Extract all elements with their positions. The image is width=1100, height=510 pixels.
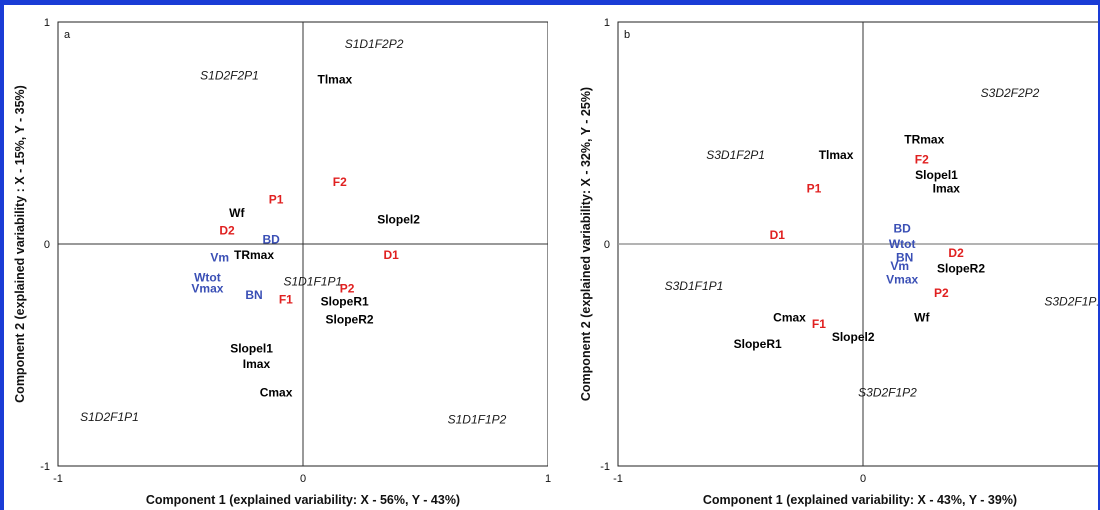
- point-label-sample: S3D1F2P1: [706, 148, 765, 162]
- point-label-sample: S1D1F1P1: [283, 275, 342, 289]
- point-label-factor: P2: [340, 281, 355, 295]
- x-tick-label: -1: [53, 473, 63, 485]
- point-label-response: Wf: [229, 206, 245, 220]
- point-label-predictor: Wtot: [889, 237, 916, 251]
- point-label-response: SlopeR1: [321, 295, 369, 309]
- point-label-factor: P2: [934, 286, 949, 300]
- x-axis-title: Component 1 (explained variability: X - …: [703, 493, 1017, 507]
- point-label-response: TRmax: [234, 248, 274, 262]
- point-label-predictor: Wtot: [194, 270, 221, 284]
- x-tick-label: 0: [300, 473, 306, 485]
- point-label-factor: D1: [770, 228, 786, 242]
- point-label-sample: S3D2F2P2: [981, 86, 1040, 100]
- point-label-response: Cmax: [260, 386, 293, 400]
- y-axis-title: Component 2 (explained variability: X - …: [579, 87, 593, 401]
- y-tick-label: 0: [604, 239, 610, 251]
- point-label-response: Slopel1: [915, 168, 958, 182]
- x-tick-label: 0: [860, 473, 866, 485]
- y-tick-label: 1: [44, 17, 50, 29]
- plot-area: a S1D1F2P2 S1D2F2P1 Tlmax F2 P1 Slopel2 Wf D2 BD D…: [57, 21, 548, 467]
- point-label-factor: P1: [269, 193, 284, 207]
- y-axis-title: Component 2 (explained variability : X -…: [13, 85, 27, 403]
- point-label-predictor: Vm: [210, 250, 229, 264]
- point-label-response: Wf: [914, 310, 930, 324]
- point-label-factor: F2: [915, 153, 929, 167]
- point-label-response: Slopel2: [832, 330, 875, 344]
- point-label-factor: D1: [384, 248, 400, 262]
- x-tick-label: -1: [613, 473, 623, 485]
- point-label-predictor: BN: [245, 288, 262, 302]
- point-label-factor: F1: [279, 293, 293, 307]
- x-axis-title: Component 1 (explained variability: X - …: [146, 493, 460, 507]
- chart-panel-a: a S1D1F2P2 S1D2F2P1 Tlmax F2 P1 Slopel2 Wf D2 BD D…: [13, 17, 551, 507]
- point-label-sample: S3D2F1P1: [1044, 295, 1100, 309]
- point-label-response: Imax: [243, 357, 271, 371]
- point-label-sample: S1D2F1P1: [80, 410, 139, 424]
- point-label-response: Slopel2: [377, 213, 420, 227]
- point-label-factor: D2: [948, 246, 964, 260]
- point-label-sample: S3D2F1P2: [858, 386, 917, 400]
- point-label-predictor: BD: [262, 233, 280, 247]
- point-label-factor: F2: [333, 175, 347, 189]
- point-label-response: SlopeR1: [734, 337, 782, 351]
- y-tick-label: -1: [600, 461, 610, 473]
- point-label-response: SlopeR2: [937, 261, 985, 275]
- panel-label: b: [624, 29, 630, 41]
- y-tick-label: 1: [604, 17, 610, 29]
- point-label-response: Tlmax: [318, 73, 353, 87]
- point-label-predictor: Vmax: [191, 281, 223, 295]
- point-label-response: Tlmax: [819, 148, 854, 162]
- x-tick-label: 1: [545, 473, 551, 485]
- point-label-response: Slopel1: [230, 341, 273, 355]
- point-label-factor: D2: [219, 224, 235, 238]
- point-label-factor: P1: [807, 182, 822, 196]
- point-label-predictor: Vmax: [886, 273, 918, 287]
- point-label-sample: S1D1F1P2: [448, 412, 507, 426]
- point-label-response: Imax: [933, 182, 961, 196]
- point-label-sample: S1D2F2P1: [200, 68, 259, 82]
- point-label-response: TRmax: [904, 133, 944, 147]
- point-label-predictor: BD: [894, 221, 912, 235]
- point-label-sample: S3D1F1P1: [665, 279, 724, 293]
- y-tick-label: 0: [44, 239, 50, 251]
- y-tick-label: -1: [40, 461, 50, 473]
- point-label-factor: F1: [812, 317, 826, 331]
- point-label-response: Cmax: [773, 310, 806, 324]
- point-label-sample: S1D1F2P2: [345, 37, 404, 51]
- point-label-response: SlopeR2: [326, 312, 374, 326]
- panel-label: a: [64, 29, 71, 41]
- point-label-predictor: Vm: [890, 259, 909, 273]
- point-label-predictor: BN: [896, 250, 913, 264]
